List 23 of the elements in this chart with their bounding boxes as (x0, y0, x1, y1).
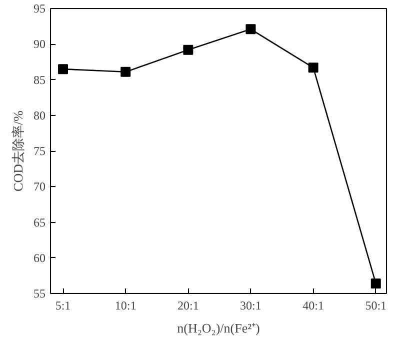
x-tick-label: 30:1 (240, 298, 262, 312)
y-tick-label: 75 (34, 144, 46, 158)
y-tick-label: 70 (34, 180, 46, 194)
x-tick-label: 5:1 (55, 298, 71, 312)
x-tick-label: 50:1 (365, 298, 387, 312)
point (370, 278, 381, 289)
point (183, 44, 194, 55)
y-tick-label: 55 (34, 286, 46, 300)
point (120, 66, 131, 77)
y-tick-label: 90 (34, 37, 46, 52)
x-tick-label: 20:1 (177, 298, 199, 312)
y-axis-title: COD去除率/% (10, 110, 26, 192)
y-tick-label: 80 (34, 108, 46, 122)
y-tick-label: 95 (34, 2, 46, 16)
y-tick-label: 60 (34, 250, 46, 265)
point (58, 64, 68, 74)
x-tick-label: 10:1 (114, 298, 136, 312)
y-tick-label: 65 (34, 215, 46, 230)
y-tick-label: 85 (34, 72, 46, 87)
x-axis-title: n(H₂O₂)/n(Fe²⁺) (177, 320, 260, 336)
x-tick-label: 40:1 (302, 298, 324, 312)
point (246, 24, 256, 34)
point (308, 62, 318, 73)
